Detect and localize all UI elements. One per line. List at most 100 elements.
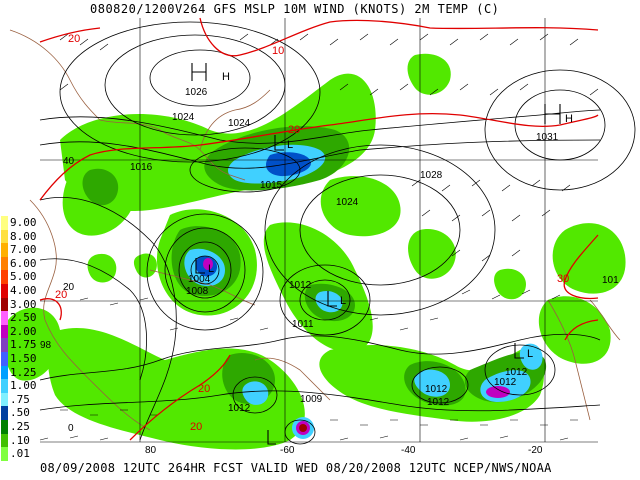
legend-swatch [1, 351, 8, 366]
legend-label: 1.75 [10, 338, 37, 352]
legend-label: 1.00 [10, 379, 37, 393]
legend-item: .10 [0, 433, 48, 448]
legend-item: 9.00 [0, 216, 48, 230]
legend-swatch [1, 447, 8, 461]
isobar-label: 1016 [130, 162, 153, 173]
legend-item: 1.75 [0, 338, 48, 352]
grid-labels: 40 20 0 80 -60 -40 -20 101 98 [40, 156, 619, 456]
isobars [39, 21, 636, 445]
lon-label: -40 [401, 445, 416, 456]
legend-label: 7.00 [10, 243, 37, 257]
legend-label: 1.50 [10, 351, 37, 365]
legend-label: 6.00 [10, 256, 37, 270]
legend-label: 9.00 [10, 216, 37, 229]
lat-label: 40 [63, 156, 75, 167]
pressure-center-type: L [208, 263, 214, 275]
legend-item: .01 [0, 447, 48, 461]
forecast-footer: 08/09/2008 12UTC 264HR FCST VALID WED 08… [40, 461, 552, 475]
isobar-label: 1009 [300, 394, 323, 405]
lat-label: 20 [63, 282, 75, 293]
legend-swatch [1, 256, 8, 271]
legend-label: 3.00 [10, 297, 37, 311]
legend-label: 5.00 [10, 270, 37, 284]
pressure-center-label: 1011 [292, 319, 314, 330]
legend-label: 2.50 [10, 311, 37, 325]
lat-label: 0 [68, 423, 74, 434]
legend-label: .50 [10, 406, 30, 420]
legend-label: 2.00 [10, 324, 37, 338]
legend-item: 8.00 [0, 229, 48, 244]
pressure-center-label: 1012 [505, 367, 528, 378]
isobar-label: 1012 [427, 397, 450, 408]
legend-item: 7.00 [0, 243, 48, 257]
lon-label: -20 [528, 445, 543, 456]
legend-swatch [1, 324, 8, 339]
coastlines [9, 29, 621, 431]
pressure-center-type: H [222, 71, 230, 83]
wind-barbs [39, 33, 599, 441]
legend-item: .25 [0, 419, 48, 434]
pressure-center-type: L [527, 348, 533, 360]
legend-item: 6.00 [0, 256, 48, 271]
legend-item: 1.50 [0, 351, 48, 366]
legend-swatch [1, 419, 8, 434]
legend-swatch [1, 311, 8, 325]
legend-swatch [1, 216, 8, 230]
temperature-label: 20 [288, 124, 300, 136]
isobar-label: 1012 [289, 280, 312, 291]
temperature-label: 20 [198, 383, 210, 395]
lon-label: -60 [280, 445, 295, 456]
pressure-center-type: H [565, 113, 573, 125]
legend-swatch [1, 379, 8, 393]
temperature-labels: 20 10 20 20 30 20 20 [55, 33, 569, 433]
pressure-center-label: 1004 [188, 274, 211, 285]
legend-swatch [1, 229, 8, 244]
temperature-label: 20 [190, 421, 202, 433]
legend-item: 3.00 [0, 297, 48, 312]
legend-item: .75 [0, 392, 48, 407]
legend-label: .75 [10, 392, 30, 406]
station-label: 101 [602, 275, 619, 286]
pressure-center-type: L [287, 139, 293, 151]
legend-label: .01 [10, 447, 30, 461]
legend-swatch [1, 243, 8, 257]
legend-item: 2.50 [0, 311, 48, 325]
isobar-label: 1024 [336, 197, 359, 208]
temperature-contours [39, 17, 599, 441]
legend-label: 8.00 [10, 229, 37, 243]
legend-label: 1.25 [10, 365, 37, 379]
isobar-label: 1012 [494, 377, 517, 388]
isobar-label: 1028 [420, 170, 443, 181]
isobar-label: 1024 [228, 118, 251, 129]
map-title: 080820/1200V264 GFS MSLP 10M WIND (KNOTS… [90, 2, 500, 16]
pressure-symbols [191, 63, 561, 445]
temperature-label: 20 [68, 33, 80, 45]
legend-item: 2.00 [0, 324, 48, 339]
temperature-label: 20 [55, 289, 67, 301]
station-label: 98 [40, 340, 52, 351]
pressure-center-label: 1015 [260, 180, 283, 191]
pressure-center-type: L [340, 295, 346, 307]
legend-item: 4.00 [0, 283, 48, 298]
isobar-label: 1008 [186, 286, 209, 297]
isobar-label: 1024 [172, 112, 195, 123]
legend-swatch [1, 433, 8, 448]
isobar-label: 1012 [425, 384, 448, 395]
legend-item: 1.25 [0, 365, 48, 380]
pressure-center-letters: H H L L L L [208, 71, 573, 360]
temperature-label: 30 [557, 273, 569, 285]
legend-swatch [1, 392, 8, 407]
isobar-labels: 1026 1031 1015 1004 1011 1012 1024 1024 … [130, 87, 559, 414]
legend-swatch [1, 406, 8, 420]
legend-label: 4.00 [10, 283, 37, 297]
legend-item: 5.00 [0, 270, 48, 284]
legend-label: .25 [10, 419, 30, 433]
isobar-label: 1012 [228, 403, 251, 414]
legend-label: .10 [10, 433, 30, 447]
legend-swatch [1, 338, 8, 352]
pressure-center-label: 1031 [536, 132, 559, 143]
legend-swatch [1, 283, 8, 298]
legend-item: .50 [0, 406, 48, 420]
legend-item: 1.00 [0, 379, 48, 393]
